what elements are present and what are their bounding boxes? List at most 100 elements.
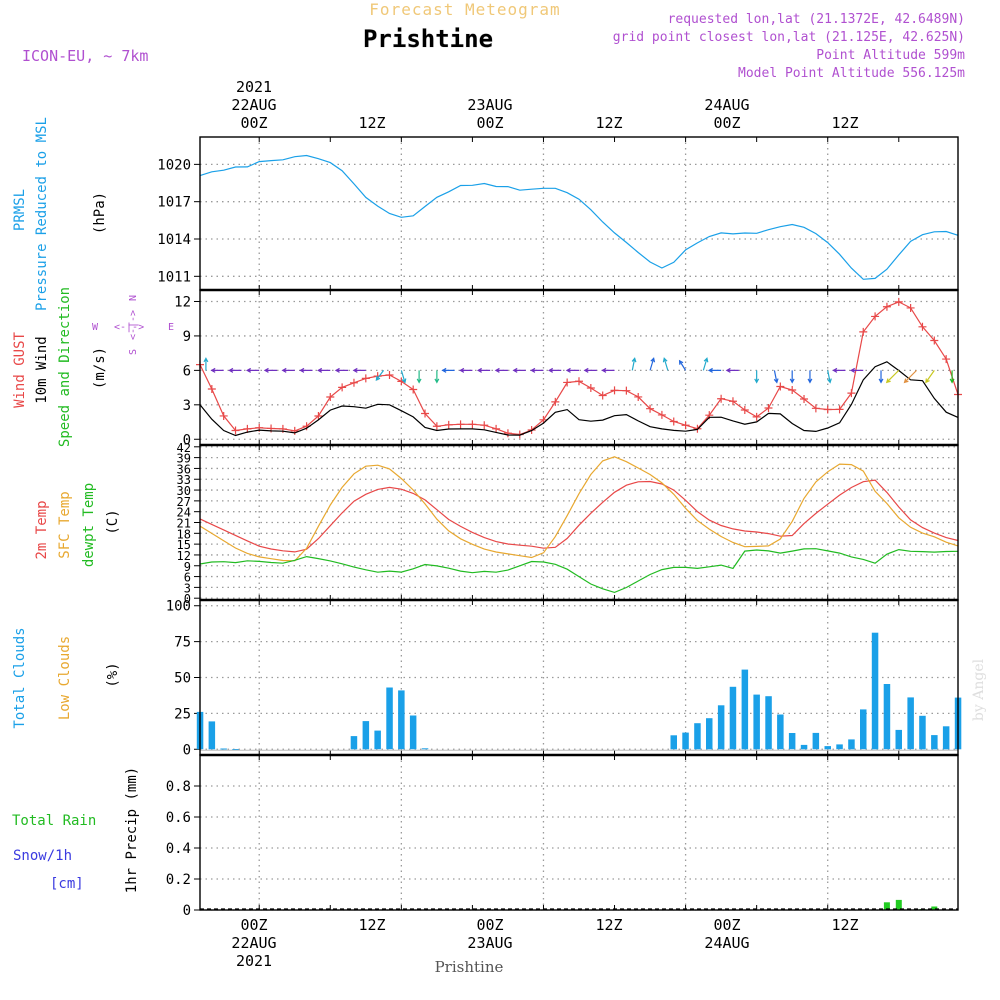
gust-marker — [800, 394, 809, 403]
wind-arrow — [789, 370, 795, 384]
y-tick-label: 0.2 — [166, 872, 191, 888]
gust-marker — [752, 412, 761, 421]
data-bar — [729, 686, 737, 750]
y-tick-label: 27 — [177, 495, 191, 509]
wind-arrow — [228, 367, 242, 373]
y-tick-label: 3 — [184, 581, 191, 595]
wind-arrow — [773, 370, 779, 384]
header-model-altitude: Model Point Altitude 556.125m — [738, 66, 965, 81]
y-tick-label: 39 — [177, 452, 191, 466]
y-tick-label: 1011 — [157, 269, 191, 285]
wind-arrow — [375, 370, 385, 381]
gust-marker — [859, 327, 868, 336]
y-tick-label: 9 — [184, 560, 191, 574]
data-bar — [220, 748, 227, 750]
y-tick-label: 12 — [174, 294, 191, 310]
wind-arrow — [299, 367, 313, 373]
wind-arrow — [702, 357, 709, 371]
data-bar — [777, 714, 784, 750]
bottom-hour-6: 12Z — [831, 916, 858, 934]
top-time-axis: 2021 22AUG 23AUG 24AUG 00Z 12Z 00Z 12Z 0… — [231, 78, 858, 132]
credit-watermark: by Angel — [971, 658, 987, 721]
top-year: 2021 — [236, 78, 272, 96]
gust-marker — [717, 394, 726, 403]
gust-marker — [598, 391, 607, 400]
wind-arrow — [547, 367, 562, 373]
wind-arrow — [925, 370, 935, 384]
data-bar — [208, 721, 216, 750]
series-line — [199, 548, 959, 594]
compass-arrow-ns: <-|-> — [128, 310, 139, 340]
gust-marker — [338, 383, 347, 392]
panel-frame — [199, 136, 959, 291]
data-bar — [232, 749, 239, 750]
y-tick-label: 0.4 — [166, 841, 191, 857]
gust-marker — [882, 302, 891, 311]
label-celsius: (C) — [105, 509, 121, 534]
wind-arrow — [416, 370, 422, 384]
data-bar — [682, 732, 689, 750]
wind-arrow — [434, 370, 440, 384]
compass-west: W — [92, 322, 99, 333]
wind-arrow — [949, 370, 955, 384]
y-tick-label: 12 — [177, 549, 191, 563]
data-bar — [883, 684, 891, 750]
gust-marker — [409, 385, 418, 394]
data-bar — [421, 748, 429, 750]
panel-wind: 0 3 6 9 12 — [174, 289, 962, 448]
data-bar — [694, 723, 701, 750]
wind-arrow — [494, 367, 508, 373]
wind-arrow — [678, 359, 687, 371]
panel-precip: 0 0.2 0.4 0.6 0.8 — [166, 754, 959, 919]
data-bar — [374, 730, 381, 750]
label-percent: (%) — [105, 662, 121, 687]
data-bar — [860, 709, 867, 750]
gust-marker — [918, 322, 927, 331]
y-tick-label: 0.6 — [166, 810, 191, 826]
gust-marker — [290, 426, 299, 435]
wind-arrow — [459, 367, 473, 373]
gust-marker — [823, 405, 832, 414]
gust-marker — [740, 406, 749, 415]
bottom-date-1: 22AUG — [231, 934, 276, 952]
data-bar — [386, 687, 393, 750]
gust-marker — [681, 421, 690, 430]
compass-east: E — [168, 322, 174, 333]
y-tick-label: 33 — [177, 473, 191, 487]
wind-arrow — [210, 367, 224, 373]
wind-arrow — [885, 369, 900, 384]
gust-marker — [811, 404, 820, 413]
wind-arrow — [903, 369, 917, 384]
label-total-rain: Total Rain — [12, 813, 96, 829]
gust-marker — [314, 412, 323, 421]
y-tick-label: 21 — [177, 517, 191, 531]
wind-arrow — [476, 367, 491, 373]
wind-arrow — [832, 367, 846, 373]
bottom-date-3: 24AUG — [704, 934, 749, 952]
gust-marker — [835, 405, 844, 414]
header-location: Prishtine — [363, 25, 493, 53]
gust-marker — [871, 312, 880, 321]
y-tick-label: 0 — [183, 742, 191, 758]
top-hour-5: 00Z — [713, 114, 740, 132]
wind-arrow — [317, 367, 331, 373]
gust-marker — [326, 392, 335, 401]
wind-arrow — [827, 370, 832, 384]
gust-marker — [503, 429, 512, 438]
gust-marker — [444, 420, 453, 429]
gust-marker — [421, 409, 430, 418]
compass-north: N — [128, 295, 139, 301]
wind-arrow — [400, 370, 407, 384]
data-bar — [919, 715, 926, 750]
series-line — [199, 479, 959, 553]
gust-marker — [930, 336, 939, 345]
y-tick-label: 42 — [177, 441, 191, 455]
wind-arrow — [203, 357, 209, 371]
data-bar — [836, 744, 843, 750]
top-hour-2: 12Z — [358, 114, 385, 132]
wind-arrow — [352, 367, 366, 373]
gust-marker — [219, 411, 228, 420]
gust-marker — [646, 404, 655, 413]
gust-marker — [551, 397, 560, 406]
gust-marker — [894, 297, 903, 306]
